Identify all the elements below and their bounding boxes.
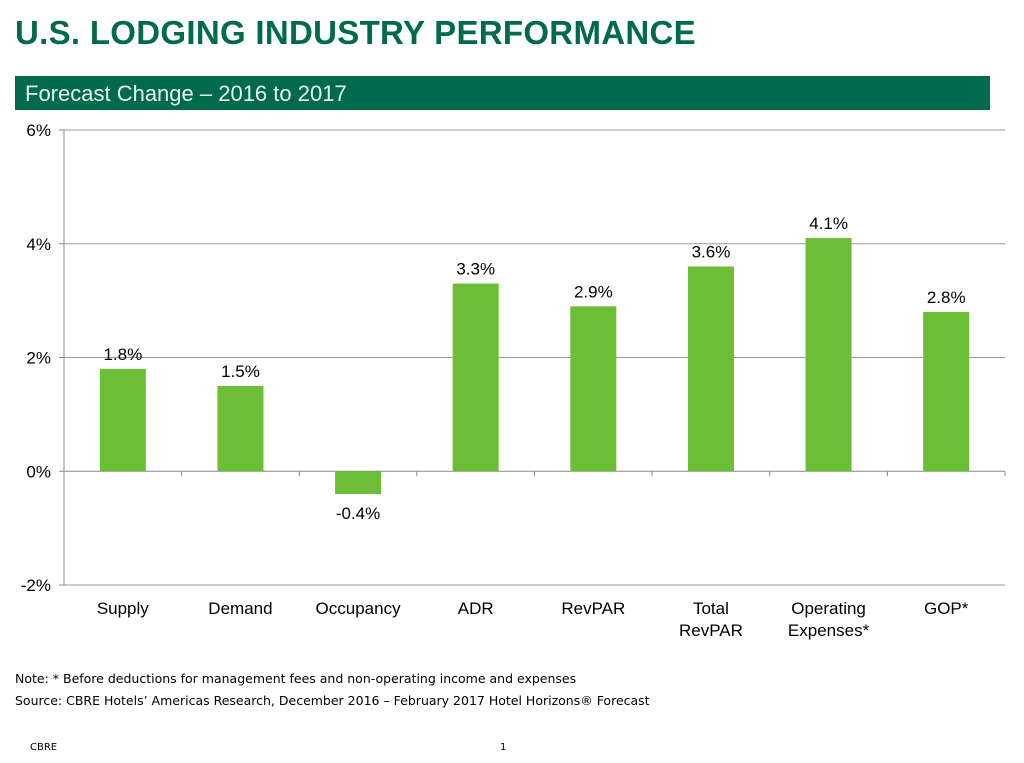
data-label: 1.5%	[221, 362, 260, 381]
x-tick-label: Operating	[791, 599, 866, 618]
bar	[687, 266, 734, 472]
chart-title: Forecast Change – 2016 to 2017	[25, 81, 347, 106]
page-number: 1	[500, 742, 507, 753]
footer-company: CBRE	[30, 742, 58, 753]
data-label: 4.1%	[809, 214, 848, 233]
x-tick-label: GOP*	[924, 599, 969, 618]
bar	[570, 306, 617, 472]
bar	[217, 385, 264, 472]
bar	[335, 471, 382, 494]
data-label: -0.4%	[336, 504, 380, 523]
chart-title-banner: Forecast Change – 2016 to 2017	[15, 76, 990, 110]
bar	[452, 283, 499, 472]
source-note: Source: CBRE Hotels’ Americas Research, …	[15, 693, 650, 708]
x-tick-label: Demand	[208, 599, 272, 618]
x-tick-label: RevPAR	[679, 621, 743, 640]
x-tick-label: Total	[693, 599, 729, 618]
x-tick-label: Occupancy	[316, 599, 402, 618]
y-tick-label: 2%	[26, 349, 51, 368]
y-tick-label: -2%	[21, 576, 51, 595]
x-tick-label: RevPAR	[561, 599, 625, 618]
x-tick-label: ADR	[458, 599, 494, 618]
data-label: 1.8%	[103, 345, 142, 364]
y-tick-label: 0%	[26, 462, 51, 481]
footnote: Note: * Before deductions for management…	[15, 671, 577, 686]
x-tick-label: Expenses*	[788, 621, 870, 640]
bar	[923, 312, 970, 472]
y-tick-label: 4%	[26, 235, 51, 254]
data-label: 2.8%	[927, 288, 966, 307]
bar	[805, 238, 852, 472]
x-tick-label: Supply	[97, 599, 149, 618]
data-label: 2.9%	[574, 282, 613, 301]
y-tick-label: 6%	[26, 121, 51, 140]
slide-title: U.S. LODGING INDUSTRY PERFORMANCE	[15, 14, 696, 51]
bar	[99, 368, 146, 472]
data-label: 3.3%	[456, 260, 495, 279]
data-label: 3.6%	[692, 243, 731, 262]
